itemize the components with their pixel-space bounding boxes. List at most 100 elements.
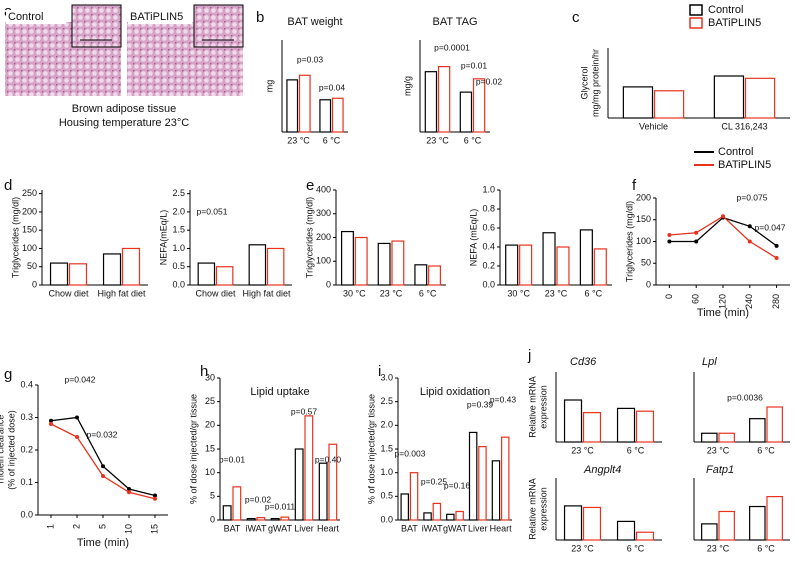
y-axis-label: NEFA (mEq/L) (468, 209, 478, 267)
bar (478, 446, 487, 521)
y-tick-label: 300 (316, 208, 331, 218)
bar (331, 97, 344, 133)
y-tick-label: 2.5 (172, 188, 185, 198)
x-tick-label: 30 °C (343, 288, 366, 298)
y-tick-label: 25 (205, 396, 215, 406)
y-tick-label: 0 (326, 279, 331, 289)
y-tick-label: 0.0 (482, 279, 495, 289)
marker (101, 464, 105, 469)
marker (774, 256, 779, 261)
y-tick-label: 0.0 (172, 279, 185, 289)
x-tick-label: gWAT (268, 523, 293, 533)
gene-title: Fatp1 (706, 464, 734, 476)
y-tick-label: 30 (205, 372, 215, 382)
bar (653, 90, 685, 119)
legend-label: Control (718, 146, 753, 158)
panel-letter: f (632, 177, 637, 194)
x-tick-label: 23 °C (707, 543, 730, 553)
annotation: p=0.25 (421, 476, 448, 486)
x-tick-label: 23 °C (380, 288, 403, 298)
bar (593, 248, 607, 286)
x-tick-label: 240 (744, 294, 754, 309)
bar (635, 410, 655, 443)
x-tick-label: 6 °C (585, 288, 603, 298)
y-tick-label: 0 (32, 279, 37, 289)
panel-letter: c (572, 9, 580, 26)
panel-letter: d (4, 177, 12, 194)
chart-title: Lipid oxidation (420, 386, 490, 398)
panel-letter: h (200, 363, 208, 380)
y-tick-label: 150 (22, 225, 37, 235)
x-tick-label: 1 (45, 524, 55, 529)
marker (49, 418, 53, 423)
annotation: p=0.047 (755, 222, 786, 232)
legend-swatch (689, 17, 703, 29)
panel-letter: j (527, 347, 531, 364)
y-axis-label: Relative mRNA (527, 478, 537, 540)
y-tick-label: 0.5 (380, 491, 393, 501)
x-tick-label: 23 °C (707, 445, 730, 455)
x-tick-label: gWAT (443, 523, 468, 533)
bar (749, 418, 766, 443)
x-tick-label: 0 (664, 294, 674, 299)
x-tick-label: High fat diet (242, 288, 291, 298)
x-tick-label: iWAT (246, 523, 267, 533)
y-tick-label: 200 (316, 232, 331, 242)
y-axis-label: Triolein clearance (0, 415, 5, 486)
y-tick-label: 0.4 (482, 241, 495, 251)
bar (718, 510, 735, 541)
y-tick-label: 2.0 (380, 420, 393, 430)
micrograph-label: Control (8, 11, 43, 23)
bar (616, 407, 636, 443)
x-tick-label: iWAT (422, 523, 443, 533)
x-tick-label: 30 °C (507, 288, 530, 298)
inset (193, 4, 244, 48)
y-tick-label: 0.2 (20, 444, 33, 454)
bar (563, 399, 583, 443)
gene-title: Angplt4 (583, 464, 621, 476)
y-tick-label: 150 (636, 214, 651, 224)
marker (747, 239, 752, 244)
annotation: p=0.0036 (727, 392, 763, 402)
y-tick-label: 2.0 (172, 206, 185, 216)
y-tick-label: 0 (210, 514, 215, 524)
marker (774, 243, 779, 248)
x-tick-label: 6 °C (464, 135, 482, 145)
bar (744, 77, 776, 119)
x-tick-label: Chow diet (195, 288, 236, 298)
y-tick-label: 1.0 (482, 184, 495, 194)
bar (49, 262, 69, 286)
panel-letter: b (256, 9, 264, 26)
y-tick-label: 0.0 (380, 514, 393, 524)
legend-swatch (689, 4, 703, 16)
y-tick-label: 200 (636, 192, 651, 202)
bar (622, 86, 654, 119)
x-tick-label: Heart (490, 523, 513, 533)
bar (505, 244, 519, 286)
annotation: p=0.01 (219, 454, 246, 464)
label-bg (6, 10, 66, 24)
x-tick-label: Liver (468, 523, 488, 533)
bar (318, 462, 328, 521)
x-tick-label: BAT (224, 523, 241, 533)
y-tick-label: 5 (210, 491, 215, 501)
bar (428, 265, 441, 286)
legend-label: BATiPLIN5 (718, 159, 771, 171)
y-tick-label: 100 (22, 243, 37, 253)
bar (446, 513, 455, 521)
bar (377, 242, 391, 286)
bar (286, 79, 299, 133)
bar (215, 266, 234, 286)
legend-label: BATiPLIN5 (708, 17, 761, 29)
x-tick-label: 6 °C (419, 288, 437, 298)
bar (304, 415, 314, 521)
x-tick-label: 10 (123, 524, 133, 534)
y-axis-label: mg/g (402, 76, 412, 96)
y-tick-label: 100 (316, 256, 331, 266)
annotation: p=0.43 (490, 394, 517, 404)
annotation: p=0.40 (315, 454, 342, 464)
annotation: p=0.075 (737, 192, 768, 202)
y-tick-label: 100 (636, 236, 651, 246)
marker (127, 487, 131, 491)
